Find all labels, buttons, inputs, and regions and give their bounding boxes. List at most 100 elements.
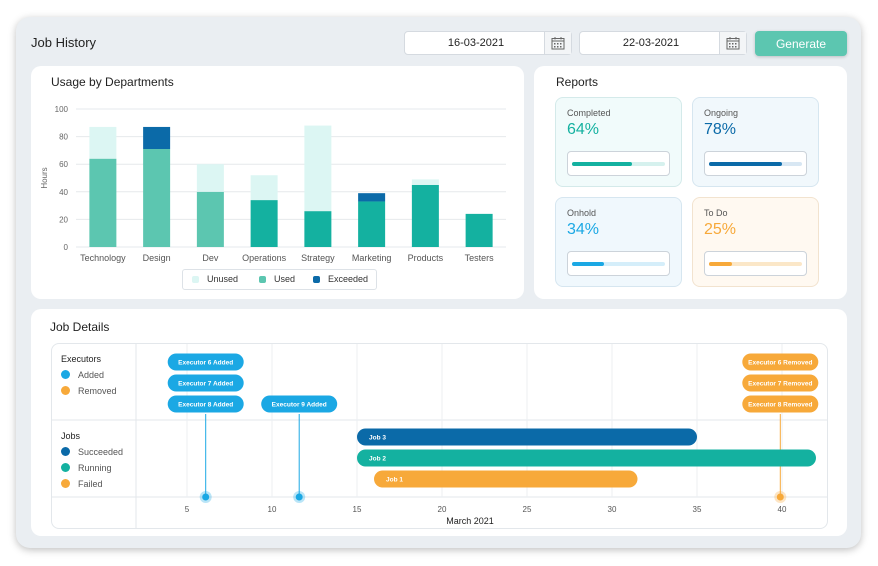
executor-event-pill: Executor 6 Removed (742, 353, 819, 371)
end-date-field[interactable]: 22-03-2021 (579, 31, 747, 55)
report-progress (704, 251, 807, 276)
x-tick-label: Technology (80, 253, 126, 263)
report-todo[interactable]: To Do 25% (692, 197, 819, 287)
bar-used-design (143, 149, 171, 247)
event-pill-label: Executor 9 Added (272, 402, 327, 409)
x-tick-label: Products (408, 253, 444, 263)
report-label: Ongoing (704, 108, 739, 118)
legend-running: Running (61, 463, 112, 473)
reports-card: Reports Completed 64% Ongoing 78% Onhold… (534, 66, 847, 299)
event-pill-label: Executor 8 Added (178, 402, 233, 409)
report-label: Completed (567, 108, 611, 118)
report-onhold[interactable]: Onhold 34% (555, 197, 682, 287)
progress-track (709, 262, 802, 266)
dot-failed-icon (61, 479, 70, 488)
bar-used-technology (89, 158, 117, 247)
time-axis-label: March 2021 (446, 516, 494, 526)
bar-unused-technology (89, 126, 117, 159)
legend-added-label: Added (78, 370, 105, 380)
calendar-icon[interactable] (719, 32, 746, 54)
bar-used-testers (465, 213, 493, 247)
progress-fill (709, 162, 782, 166)
x-tick-label: Testers (465, 253, 495, 263)
x-tick-label: Strategy (301, 253, 335, 263)
job-bar-label: Job 3 (369, 435, 386, 442)
bar-used-dev (196, 191, 224, 247)
job-bar-label: Job 1 (386, 477, 403, 484)
dot-removed-icon (61, 386, 70, 395)
event-pill-label: Executor 7 Removed (748, 381, 812, 388)
usage-title: Usage by Departments (51, 75, 174, 89)
executor-event-pill: Executor 7 Removed (742, 374, 819, 392)
report-value: 25% (704, 221, 737, 238)
reports-title: Reports (556, 75, 599, 89)
y-tick-label: 80 (59, 133, 68, 142)
time-tick-label: 5 (185, 505, 190, 514)
report-value: 34% (567, 221, 600, 238)
marker-dot (202, 493, 210, 501)
report-ongoing[interactable]: Ongoing 78% (692, 97, 819, 187)
report-progress (704, 151, 807, 176)
y-tick-label: 0 (64, 243, 69, 252)
executor-event-pill: Executor 6 Added (167, 353, 244, 371)
legend-unused: Unused (192, 274, 238, 284)
legend-failed-label: Failed (78, 479, 103, 489)
legend-swatch-exceeded (313, 276, 320, 283)
legend-running-label: Running (78, 463, 112, 473)
report-completed[interactable]: Completed 64% (555, 97, 682, 187)
bar-unused-dev (196, 164, 224, 192)
event-pill-label: Executor 6 Removed (748, 360, 812, 367)
y-tick-label: 100 (55, 105, 69, 114)
time-tick-label: 35 (693, 505, 702, 514)
time-tick-label: 10 (268, 505, 277, 514)
chart-legend: Unused Used Exceeded (182, 269, 377, 290)
end-date-value: 22-03-2021 (622, 37, 680, 49)
legend-removed: Removed (61, 386, 117, 396)
job-bar: Job 3 (357, 428, 697, 446)
y-tick-label: 40 (59, 188, 68, 197)
legend-added: Added (61, 370, 104, 380)
event-pill-bg (742, 395, 819, 413)
event-pill-label: Executor 8 Removed (748, 402, 812, 409)
app-window: Job History 16-03-2021 22-03-2021 Gen (16, 17, 861, 548)
time-tick-label: 25 (523, 505, 532, 514)
marker-dot (295, 493, 303, 501)
job-bar-fill (357, 428, 697, 446)
start-date-field[interactable]: 16-03-2021 (404, 31, 572, 55)
job-bar-label: Job 2 (369, 456, 386, 463)
legend-swatch-used (259, 276, 266, 283)
legend-exceeded: Exceeded (313, 274, 368, 284)
job-details-card: Job Details Executors Added Removed Jobs… (31, 309, 847, 536)
calendar-icon[interactable] (544, 32, 571, 54)
generate-button[interactable]: Generate (755, 31, 847, 56)
event-pill-bg (167, 374, 244, 392)
bar-used-products (411, 184, 439, 247)
bar-exceeded-marketing (358, 193, 386, 202)
progress-track (709, 162, 802, 166)
dot-added-icon (61, 370, 70, 379)
dot-running-icon (61, 463, 70, 472)
report-progress (567, 151, 670, 176)
report-value: 78% (704, 121, 737, 138)
progress-track (572, 262, 665, 266)
executor-event-pill: Executor 8 Removed (742, 395, 819, 413)
event-pill-bg (742, 353, 819, 371)
x-tick-label: Operations (242, 253, 287, 263)
event-pill-bg (167, 353, 244, 371)
legend-used: Used (259, 274, 295, 284)
time-tick-label: 15 (353, 505, 362, 514)
page-title: Job History (31, 35, 97, 50)
x-tick-label: Marketing (352, 253, 392, 263)
bar-used-strategy (304, 211, 332, 247)
marker-dot (776, 493, 784, 501)
job-bar-fill (374, 470, 638, 488)
usage-chart: 0 20 40 60 80 100 Hours Technology Design Dev Oper… (40, 105, 506, 263)
y-tick-label: 60 (59, 160, 68, 169)
legend-succeeded: Succeeded (61, 447, 123, 457)
job-bar: Job 1 (374, 470, 638, 488)
bar-used-marketing (358, 201, 386, 247)
time-tick-label: 20 (438, 505, 447, 514)
bar-unused-operations (250, 175, 278, 201)
legend-failed: Failed (61, 479, 103, 489)
legend-label-unused: Unused (207, 274, 239, 284)
